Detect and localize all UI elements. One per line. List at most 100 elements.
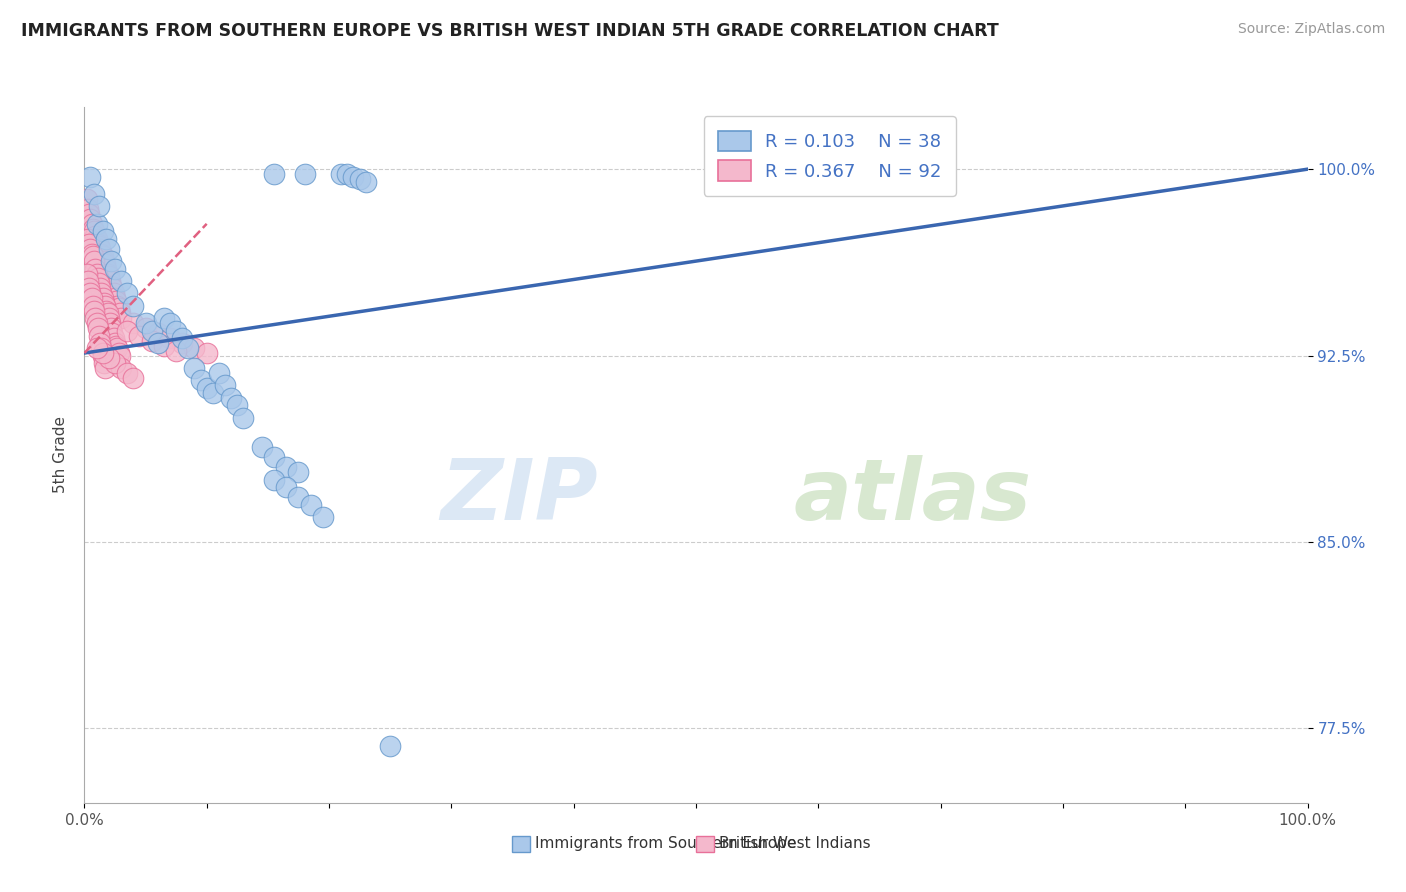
Point: [110, 360, 132, 375]
Point: [86, 267, 108, 281]
Point: [80, 217, 103, 231]
Point: [94, 360, 117, 375]
Point: [87, 277, 110, 291]
Text: IMMIGRANTS FROM SOUTHERN EUROPE VS BRITISH WEST INDIAN 5TH GRADE CORRELATION CHA: IMMIGRANTS FROM SOUTHERN EUROPE VS BRITI…: [21, 22, 998, 40]
Point: [276, 480, 298, 494]
Point: [96, 303, 118, 318]
Point: [90, 246, 112, 260]
Point: [141, 334, 163, 348]
Point: [97, 242, 120, 256]
Point: [93, 356, 115, 370]
Point: [91, 224, 114, 238]
Point: [83, 224, 105, 238]
Point: [135, 321, 157, 335]
Point: [146, 336, 169, 351]
Point: [77, 202, 100, 216]
Point: [159, 316, 181, 330]
Point: [263, 473, 285, 487]
Point: [76, 192, 98, 206]
Point: [93, 254, 115, 268]
Point: [105, 299, 128, 313]
Point: [336, 167, 359, 181]
Point: [97, 351, 120, 365]
Point: [208, 366, 231, 380]
Point: [97, 268, 120, 283]
Point: [77, 232, 100, 246]
Point: [165, 324, 187, 338]
Point: [79, 169, 101, 184]
Point: [79, 211, 101, 226]
Point: [86, 217, 108, 231]
Point: [77, 274, 100, 288]
Point: [135, 316, 157, 330]
Point: [101, 281, 124, 295]
Point: [77, 207, 100, 221]
Point: [349, 172, 371, 186]
Point: [93, 296, 115, 310]
Point: [172, 331, 194, 345]
Point: [122, 371, 145, 385]
Point: [101, 326, 124, 340]
Point: [104, 356, 127, 370]
Point: [219, 391, 242, 405]
Point: [201, 385, 224, 400]
Point: [172, 336, 194, 351]
Point: [183, 341, 205, 355]
Point: [105, 293, 128, 308]
Point: [94, 256, 117, 270]
Point: [83, 186, 105, 201]
Point: [91, 349, 114, 363]
Point: [84, 261, 107, 276]
Point: [82, 249, 104, 263]
Point: [110, 274, 132, 288]
Text: Source: ZipAtlas.com: Source: ZipAtlas.com: [1237, 22, 1385, 37]
Text: atlas: atlas: [794, 455, 1032, 538]
Point: [232, 410, 254, 425]
Point: [77, 236, 100, 251]
Point: [103, 286, 125, 301]
Point: [91, 249, 114, 263]
Point: [105, 338, 128, 352]
Point: [287, 465, 309, 479]
Point: [97, 311, 120, 326]
Point: [83, 254, 105, 268]
Point: [108, 349, 131, 363]
Point: [100, 321, 122, 335]
Point: [82, 221, 104, 235]
Y-axis label: 5th Grade: 5th Grade: [52, 417, 67, 493]
Point: [146, 326, 169, 340]
Point: [91, 291, 114, 305]
Point: [195, 381, 218, 395]
Point: [115, 324, 138, 338]
Point: [87, 239, 110, 253]
Point: [100, 254, 122, 268]
Point: [83, 303, 105, 318]
Point: [91, 346, 114, 360]
Point: [276, 460, 298, 475]
Point: [87, 236, 110, 251]
Point: [104, 336, 127, 351]
Point: [108, 306, 131, 320]
Point: [115, 366, 138, 380]
Point: [84, 229, 107, 244]
Point: [122, 316, 145, 330]
Legend: R = 0.103    N = 38, R = 0.367    N = 92: R = 0.103 N = 38, R = 0.367 N = 92: [704, 116, 956, 195]
Point: [80, 246, 103, 260]
Point: [153, 338, 176, 352]
Point: [86, 341, 108, 355]
Point: [89, 281, 111, 295]
Point: [98, 274, 121, 288]
Point: [89, 336, 111, 351]
Text: Immigrants from Southern Europe: Immigrants from Southern Europe: [536, 837, 797, 851]
Point: [177, 341, 200, 355]
Point: [330, 167, 353, 181]
Point: [94, 299, 117, 313]
Point: [226, 398, 249, 412]
Point: [294, 167, 316, 181]
Point: [87, 271, 110, 285]
Point: [190, 373, 212, 387]
Point: [100, 279, 122, 293]
Point: [354, 175, 377, 189]
Point: [76, 267, 98, 281]
Point: [77, 281, 100, 295]
